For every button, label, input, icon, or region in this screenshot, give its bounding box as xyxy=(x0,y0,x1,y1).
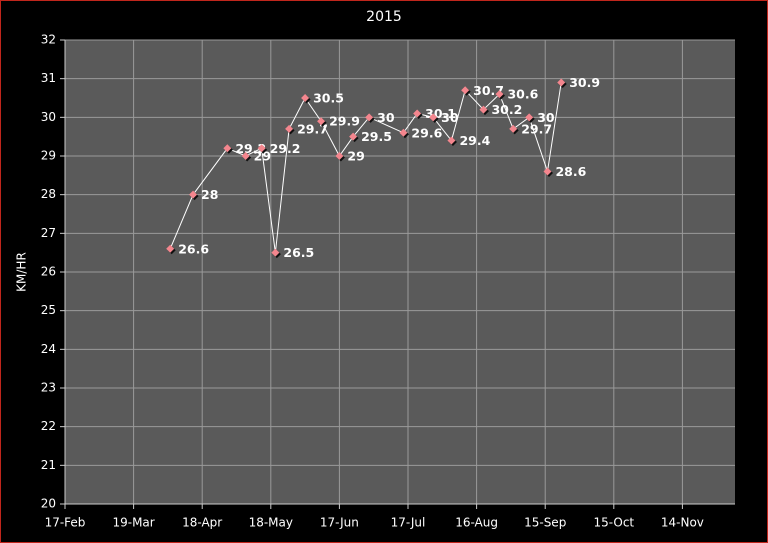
data-label: 29.4 xyxy=(459,133,490,148)
x-tick-label: 17-Feb xyxy=(45,516,86,530)
marker xyxy=(543,167,552,176)
x-tick-label: 18-Apr xyxy=(182,516,222,530)
y-tick-label: 29 xyxy=(41,149,56,163)
data-label: 29 xyxy=(347,149,364,164)
y-tick-label: 25 xyxy=(41,303,56,317)
data-label: 29.6 xyxy=(411,125,442,140)
data-label: 30 xyxy=(537,110,555,125)
marker xyxy=(335,152,344,160)
x-tick-label: 17-Jul xyxy=(391,516,426,530)
marker xyxy=(271,248,280,257)
chart-title: 2015 xyxy=(366,9,402,25)
data-label: 30.6 xyxy=(507,87,538,102)
marker xyxy=(495,90,504,99)
marker xyxy=(509,124,518,133)
y-tick-label: 26 xyxy=(41,265,56,279)
marker xyxy=(461,86,470,95)
y-tick-label: 32 xyxy=(41,33,56,47)
marker xyxy=(257,144,266,153)
marker xyxy=(301,94,310,102)
data-label: 30.2 xyxy=(491,102,522,117)
marker xyxy=(399,128,408,137)
data-label: 29.9 xyxy=(329,114,360,129)
marker xyxy=(317,117,326,126)
marker xyxy=(285,124,294,133)
data-label: 29.7 xyxy=(297,121,328,136)
data-label: 29.7 xyxy=(521,121,552,136)
y-tick-label: 23 xyxy=(41,381,56,395)
marker xyxy=(413,109,422,118)
data-label: 29.5 xyxy=(361,129,392,144)
marker xyxy=(557,78,566,87)
y-tick-label: 22 xyxy=(41,419,56,433)
data-label: 29.2 xyxy=(235,141,266,156)
y-tick-label: 28 xyxy=(41,187,56,201)
x-tick-label: 18-May xyxy=(249,516,293,530)
data-label: 30 xyxy=(377,110,395,125)
marker xyxy=(166,244,175,253)
x-tick-label: 14-Nov xyxy=(661,516,704,530)
x-tick-label: 15-Sep xyxy=(524,516,566,530)
y-axis-label: KM/HR xyxy=(15,252,29,292)
data-label: 29 xyxy=(254,149,271,164)
marker xyxy=(479,105,488,114)
y-tick-label: 21 xyxy=(41,458,56,472)
marker xyxy=(365,113,374,122)
data-label: 26.6 xyxy=(178,241,209,256)
y-tick-label: 20 xyxy=(41,497,56,511)
marker xyxy=(447,136,456,145)
y-tick-label: 24 xyxy=(41,342,56,356)
marker xyxy=(525,113,534,122)
marker xyxy=(349,132,358,141)
data-label: 28 xyxy=(201,187,218,202)
y-tick-label: 30 xyxy=(41,110,56,124)
data-label: 26.5 xyxy=(283,245,314,260)
data-label: 30.5 xyxy=(313,91,344,106)
x-tick-label: 17-Jun xyxy=(320,516,359,530)
marker xyxy=(189,190,198,199)
data-label: 29.2 xyxy=(270,141,301,156)
x-tick-label: 16-Aug xyxy=(455,516,498,530)
data-label: 30.9 xyxy=(569,75,600,90)
data-label: 28.6 xyxy=(555,164,586,179)
x-tick-label: 19-Mar xyxy=(112,516,154,530)
marker xyxy=(241,152,250,160)
data-label: 30 xyxy=(441,110,459,125)
marker xyxy=(223,144,232,153)
marker xyxy=(429,113,438,122)
y-tick-label: 27 xyxy=(41,226,56,240)
x-tick-label: 15-Oct xyxy=(593,516,634,530)
y-tick-label: 31 xyxy=(41,71,56,85)
